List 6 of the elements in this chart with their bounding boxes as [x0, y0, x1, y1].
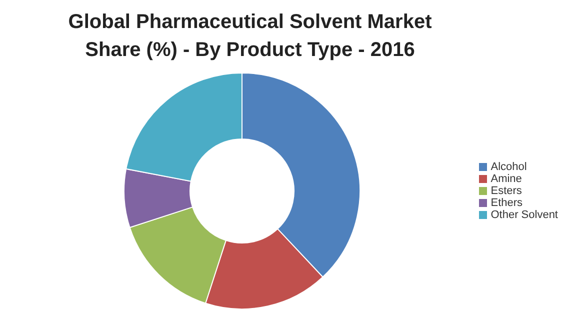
chart-title: Global Pharmaceutical Solvent Market Share (%) - By Product Type - 2016: [67, 10, 433, 63]
legend-label: Amine: [490, 173, 522, 185]
legend-label: Ethers: [490, 197, 523, 209]
legend-label: Alcohol: [490, 161, 527, 173]
legend-label: Other Solvent: [490, 209, 558, 221]
legend-label: Esters: [490, 185, 522, 197]
